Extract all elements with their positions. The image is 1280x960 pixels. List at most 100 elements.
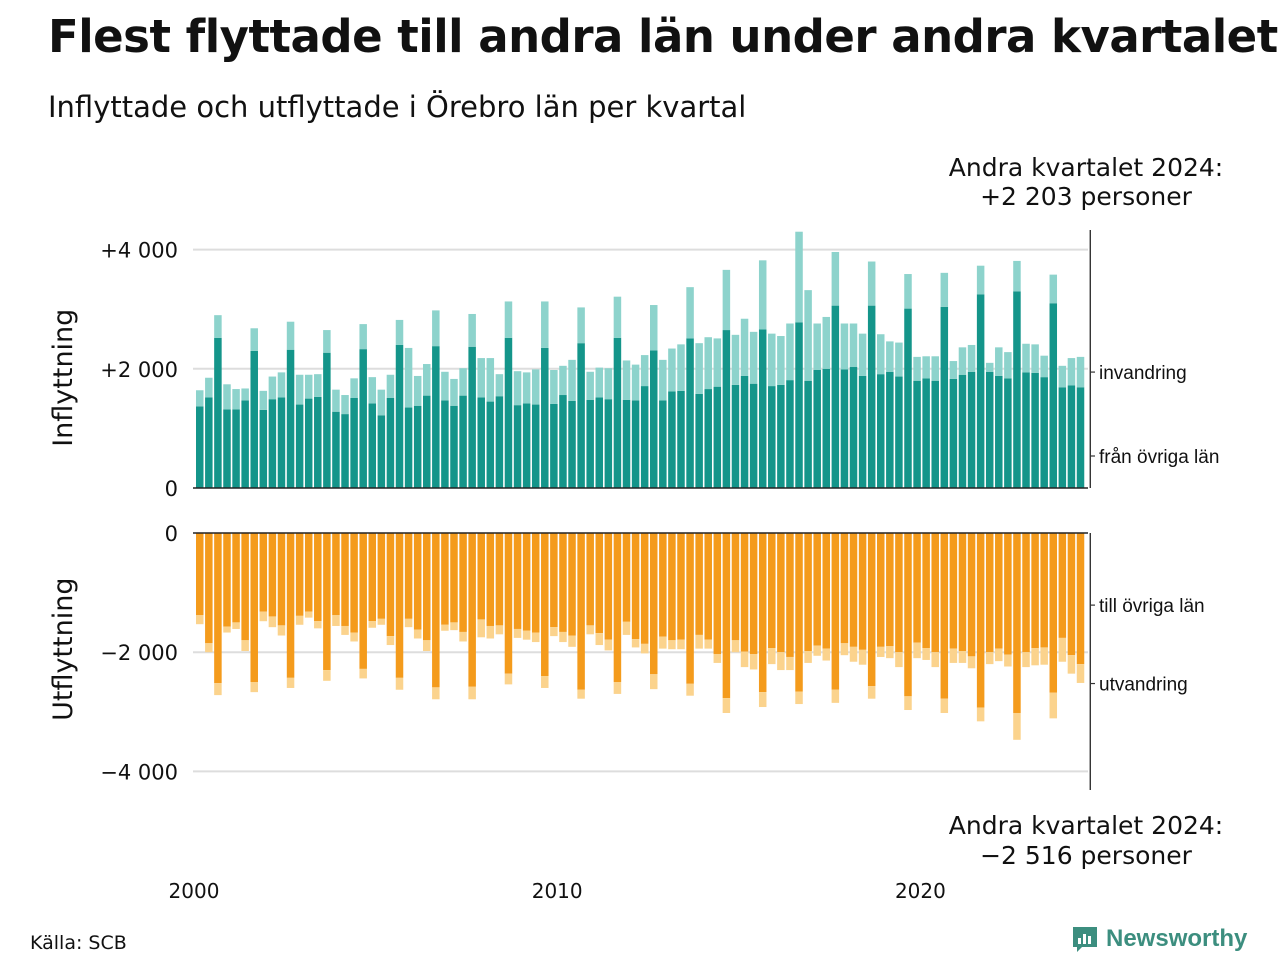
- bar-fran-ovriga-lan: [677, 390, 685, 488]
- bar-invandring: [768, 333, 776, 387]
- bar-utvandring: [1049, 692, 1058, 719]
- bar-till-ovriga-lan: [913, 533, 921, 643]
- bar-till-ovriga-lan: [286, 533, 295, 678]
- bar-invandring: [640, 355, 649, 387]
- bar-invandring: [795, 231, 803, 323]
- bar-invandring: [886, 341, 894, 372]
- bar-till-ovriga-lan: [250, 533, 258, 682]
- bar-utvandring: [713, 653, 722, 663]
- bar-fran-ovriga-lan: [314, 396, 322, 488]
- bar-invandring: [441, 371, 449, 401]
- bar-utvandring: [740, 651, 749, 668]
- bar-till-ovriga-lan: [304, 533, 313, 612]
- bar-invandring: [722, 269, 731, 331]
- bar-invandring: [704, 337, 712, 390]
- bar-fran-ovriga-lan: [486, 401, 495, 488]
- bar-fran-ovriga-lan: [286, 349, 295, 488]
- bar-till-ovriga-lan: [295, 533, 304, 616]
- bar-utvandring: [867, 686, 876, 699]
- bar-invandring: [913, 356, 921, 381]
- bar-invandring: [622, 360, 631, 400]
- y-tick-label: −2 000: [100, 641, 178, 665]
- bar-till-ovriga-lan: [831, 533, 840, 690]
- bar-utvandring: [640, 643, 649, 654]
- bar-utvandring: [286, 677, 295, 688]
- y-tick-label: +2 000: [100, 358, 178, 382]
- bar-fran-ovriga-lan: [432, 346, 440, 488]
- bar-fran-ovriga-lan: [613, 337, 622, 488]
- bar-fran-ovriga-lan: [359, 349, 367, 488]
- bar-fran-ovriga-lan: [840, 369, 849, 488]
- bar-invandring: [949, 361, 958, 379]
- bar-till-ovriga-lan: [568, 533, 576, 636]
- bar-fran-ovriga-lan: [740, 375, 749, 488]
- bar-invandring: [513, 371, 522, 406]
- bar-utvandring: [976, 707, 985, 722]
- bar-invandring: [404, 347, 413, 408]
- bar-utvandring: [631, 639, 640, 648]
- bar-fran-ovriga-lan: [858, 375, 867, 488]
- bar-till-ovriga-lan: [949, 533, 958, 649]
- bar-till-ovriga-lan: [940, 533, 949, 699]
- bar-till-ovriga-lan: [522, 533, 531, 631]
- bar-fran-ovriga-lan: [813, 369, 821, 488]
- bar-utvandring: [931, 652, 939, 668]
- bar-invandring: [777, 336, 785, 385]
- bar-invandring: [295, 374, 304, 405]
- bar-fran-ovriga-lan: [1040, 377, 1048, 488]
- bar-utvandring: [840, 643, 849, 656]
- bar-utvandring: [568, 635, 576, 647]
- bar-till-ovriga-lan: [650, 533, 658, 675]
- bar-fran-ovriga-lan: [867, 305, 876, 488]
- bar-till-ovriga-lan: [695, 533, 703, 635]
- bar-till-ovriga-lan: [277, 533, 286, 626]
- bar-utvandring: [822, 648, 831, 661]
- bar-utvandring: [668, 640, 676, 650]
- bar-fran-ovriga-lan: [1076, 387, 1085, 488]
- gridlines: [193, 248, 1088, 773]
- bar-fran-ovriga-lan: [241, 400, 249, 488]
- brand-name: Newsworthy: [1106, 925, 1248, 952]
- source-note: Källa: SCB: [30, 932, 127, 954]
- bar-till-ovriga-lan: [931, 533, 939, 653]
- bar-utvandring: [731, 640, 740, 653]
- bar-fran-ovriga-lan: [259, 409, 268, 488]
- bar-till-ovriga-lan: [786, 533, 794, 657]
- bar-utvandring: [450, 622, 458, 631]
- bar-utvandring: [622, 621, 631, 635]
- bar-utvandring: [913, 642, 921, 659]
- bar-utvandring: [404, 618, 413, 628]
- bar-utvandring: [368, 621, 377, 628]
- bar-till-ovriga-lan: [395, 533, 404, 678]
- bar-utvandring: [223, 626, 231, 633]
- bar-till-ovriga-lan: [196, 533, 204, 616]
- bar-till-ovriga-lan: [1004, 533, 1012, 655]
- bar-invandring: [813, 323, 821, 370]
- bar-fran-ovriga-lan: [995, 375, 1003, 488]
- y-tick-label: −4 000: [100, 760, 178, 784]
- bar-fran-ovriga-lan: [386, 398, 395, 488]
- bar-invandring: [314, 374, 322, 397]
- bar-invandring: [250, 328, 258, 351]
- bar-till-ovriga-lan: [631, 533, 640, 640]
- bar-fran-ovriga-lan: [886, 371, 894, 488]
- bar-fran-ovriga-lan: [1022, 372, 1030, 488]
- legend: invandring från övriga län till övriga län…: [1090, 363, 1219, 696]
- bar-invandring: [677, 344, 685, 391]
- bar-fran-ovriga-lan: [686, 338, 694, 488]
- bar-till-ovriga-lan: [731, 533, 740, 641]
- bar-fran-ovriga-lan: [495, 396, 504, 488]
- bar-fran-ovriga-lan: [1004, 378, 1012, 488]
- bar-till-ovriga-lan: [677, 533, 685, 640]
- bar-till-ovriga-lan: [768, 533, 776, 649]
- bar-invandring: [486, 358, 495, 402]
- bar-invandring: [586, 371, 594, 400]
- legend-label: till övriga län: [1099, 596, 1205, 617]
- bar-till-ovriga-lan: [205, 533, 213, 644]
- bar-invandring: [877, 334, 885, 375]
- bar-till-ovriga-lan: [713, 533, 722, 654]
- bar-till-ovriga-lan: [268, 533, 277, 617]
- bar-fran-ovriga-lan: [931, 380, 939, 488]
- bar-till-ovriga-lan: [967, 533, 976, 657]
